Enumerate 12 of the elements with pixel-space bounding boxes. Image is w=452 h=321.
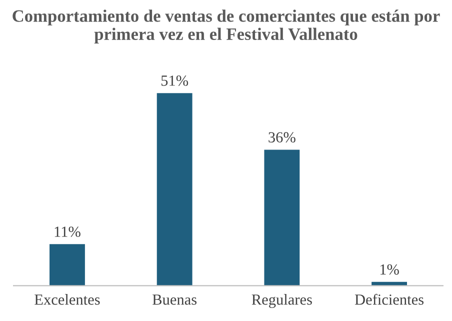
bar: [50, 244, 85, 286]
chart-title: Comportamiento de ventas de comerciantes que están por primera vez en el Festival Vallenato: [12, 10, 440, 44]
x-tick-label: Deficientes: [354, 294, 424, 305]
data-label: 36%: [268, 132, 296, 143]
bar: [264, 150, 300, 286]
x-tick-label: Regulares: [252, 294, 312, 308]
x-tick-label: Buenas: [152, 294, 197, 305]
x-tick-label: Excelentes: [34, 294, 100, 305]
data-label: 1%: [380, 264, 399, 275]
data-label: 51%: [161, 76, 188, 86]
data-label: 11%: [54, 226, 80, 237]
bar: [156, 93, 192, 286]
